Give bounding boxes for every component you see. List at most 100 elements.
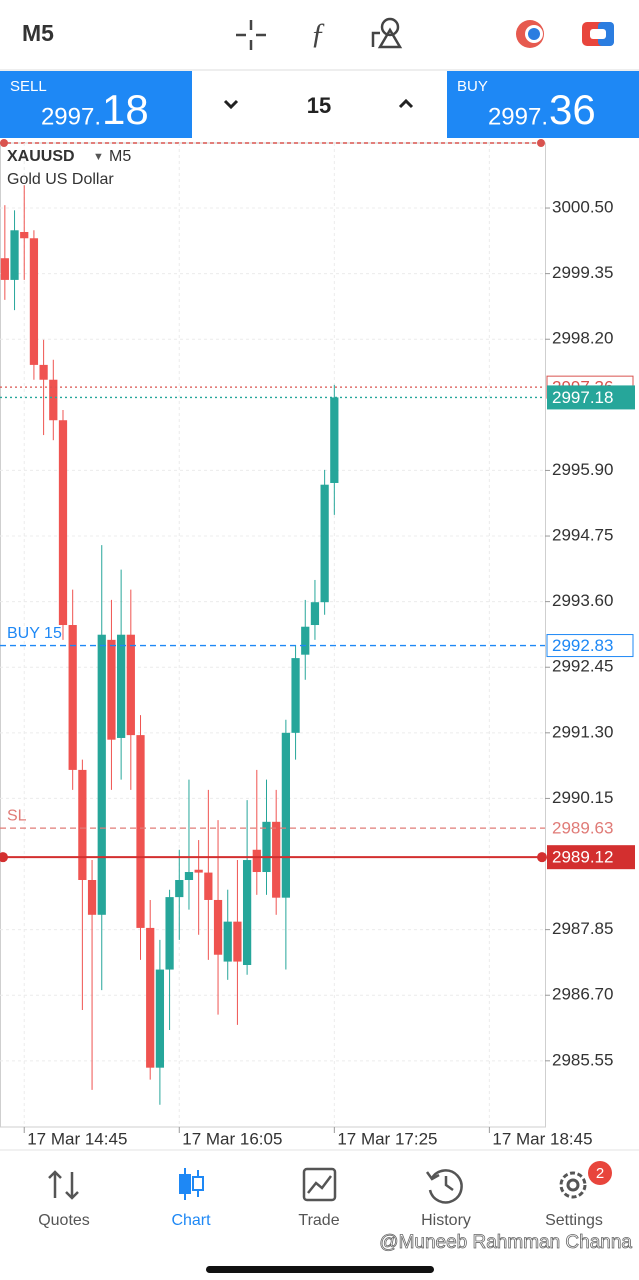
candle-body bbox=[29, 238, 39, 365]
timeframe-button[interactable]: M5 bbox=[22, 20, 54, 46]
y-tick-label: 2991.30 bbox=[552, 722, 613, 741]
candle-body bbox=[242, 860, 252, 965]
buy-label: BUY bbox=[457, 78, 488, 95]
candle-body bbox=[252, 849, 261, 873]
price-tag-label: 2989.63 bbox=[552, 819, 613, 838]
y-tick-label: 2990.15 bbox=[552, 788, 613, 807]
nav-label[interactable]: History bbox=[421, 1212, 471, 1229]
chart-icon[interactable] bbox=[179, 1168, 204, 1200]
price-tag bbox=[547, 385, 635, 410]
candle-body bbox=[320, 484, 329, 603]
x-tick-label: 17 Mar 16:05 bbox=[182, 1129, 282, 1148]
candle-body bbox=[68, 625, 77, 770]
y-tick-label: 2992.45 bbox=[552, 657, 613, 676]
x-tick-label: 17 Mar 14:45 bbox=[27, 1129, 127, 1148]
indicators-icon[interactable]: ƒ bbox=[311, 17, 326, 50]
candle-body bbox=[107, 639, 116, 740]
dropdown-arrow[interactable]: ▼ bbox=[93, 151, 104, 163]
nav-label[interactable]: Quotes bbox=[38, 1212, 90, 1229]
buy-button[interactable] bbox=[447, 71, 639, 138]
candle-body bbox=[146, 927, 155, 1068]
nav-label[interactable]: Trade bbox=[298, 1212, 339, 1229]
sell-button[interactable] bbox=[0, 71, 192, 138]
candle-body bbox=[233, 921, 242, 962]
candle-body bbox=[175, 880, 184, 898]
candle-body bbox=[87, 880, 97, 915]
sell-price-big: 18 bbox=[102, 86, 149, 133]
volume-down[interactable] bbox=[223, 99, 239, 110]
candle-body bbox=[184, 872, 194, 881]
nav-label[interactable]: Settings bbox=[545, 1212, 603, 1229]
y-tick-label: 2998.20 bbox=[552, 329, 613, 348]
price-line-label: SL bbox=[7, 807, 27, 824]
badge-count: 2 bbox=[596, 1165, 604, 1182]
candle-body bbox=[20, 231, 29, 239]
chart-timeframe: M5 bbox=[109, 148, 131, 165]
volume[interactable]: 15 bbox=[307, 93, 331, 118]
crosshair-icon[interactable] bbox=[236, 20, 266, 50]
order-handle bbox=[0, 139, 8, 147]
watermark: @Muneeb Rahmman Channa bbox=[379, 1232, 632, 1253]
price-tag bbox=[547, 845, 635, 870]
y-tick-label: 2987.85 bbox=[552, 919, 613, 938]
candle-body bbox=[330, 397, 339, 483]
candle-body bbox=[272, 821, 281, 898]
y-tick-label: 2994.75 bbox=[552, 526, 613, 545]
y-tick-label: 2999.35 bbox=[552, 263, 613, 282]
nav-label[interactable]: Chart bbox=[171, 1212, 211, 1229]
symbol-description: Gold US Dollar bbox=[7, 171, 114, 188]
candle-body bbox=[10, 230, 19, 280]
x-tick-label: 17 Mar 17:25 bbox=[337, 1129, 437, 1148]
notification-badge bbox=[588, 1161, 612, 1185]
candle-body bbox=[291, 658, 300, 733]
candle-body bbox=[58, 420, 68, 626]
home-indicator bbox=[206, 1266, 434, 1273]
candle-body bbox=[117, 634, 126, 738]
y-tick-label: 2985.55 bbox=[552, 1050, 613, 1069]
y-tick-label: 2993.60 bbox=[552, 591, 613, 610]
candle-body bbox=[126, 634, 135, 736]
sell-price-main: 2997. bbox=[41, 103, 101, 130]
price-tag-label: 2997.18 bbox=[552, 388, 613, 407]
candle-body bbox=[281, 732, 290, 898]
line-handle bbox=[0, 852, 8, 863]
x-tick-label: 17 Mar 18:45 bbox=[492, 1129, 592, 1148]
account-icon[interactable] bbox=[516, 20, 544, 48]
price-tag-label: 2989.12 bbox=[552, 848, 613, 867]
volume-up[interactable] bbox=[398, 98, 414, 109]
candle-body bbox=[39, 364, 48, 380]
candle-body bbox=[213, 899, 223, 955]
candle-body bbox=[0, 258, 9, 280]
candle-body bbox=[262, 821, 271, 873]
y-tick-label: 2986.70 bbox=[552, 985, 613, 1004]
candle-body bbox=[204, 872, 213, 900]
line-handle bbox=[537, 852, 547, 863]
candle-body bbox=[301, 626, 310, 655]
trade-icon[interactable] bbox=[582, 22, 614, 46]
candle-body bbox=[223, 921, 232, 962]
candle-body bbox=[165, 897, 174, 970]
settings-icon[interactable] bbox=[559, 1171, 587, 1199]
quotes-icon[interactable] bbox=[48, 1170, 79, 1200]
candle-body bbox=[194, 869, 203, 873]
history-icon[interactable] bbox=[425, 1169, 463, 1204]
candle-body bbox=[155, 969, 165, 1068]
price-tag bbox=[546, 634, 634, 658]
buy-price-main: 2997. bbox=[488, 103, 548, 130]
trade-icon[interactable] bbox=[302, 1167, 337, 1202]
sell-label: SELL bbox=[10, 78, 47, 95]
y-tick-label: 2995.90 bbox=[552, 460, 613, 479]
candle-body bbox=[97, 634, 106, 915]
symbol: XAUUSD bbox=[7, 148, 75, 165]
order-handle bbox=[537, 139, 545, 147]
objects-icon[interactable] bbox=[371, 17, 403, 49]
price-line-label: BUY 15 bbox=[7, 625, 62, 642]
price-tag-label: 2992.83 bbox=[552, 636, 613, 655]
candle-body bbox=[49, 379, 58, 421]
chart: 17 Mar 14:45 17 Mar 16:05 17 Mar 17:25 17 M… bbox=[0, 143, 635, 1148]
candle-body bbox=[310, 602, 320, 626]
y-tick-label: 3000.50 bbox=[552, 198, 613, 217]
candle-body bbox=[78, 769, 87, 881]
